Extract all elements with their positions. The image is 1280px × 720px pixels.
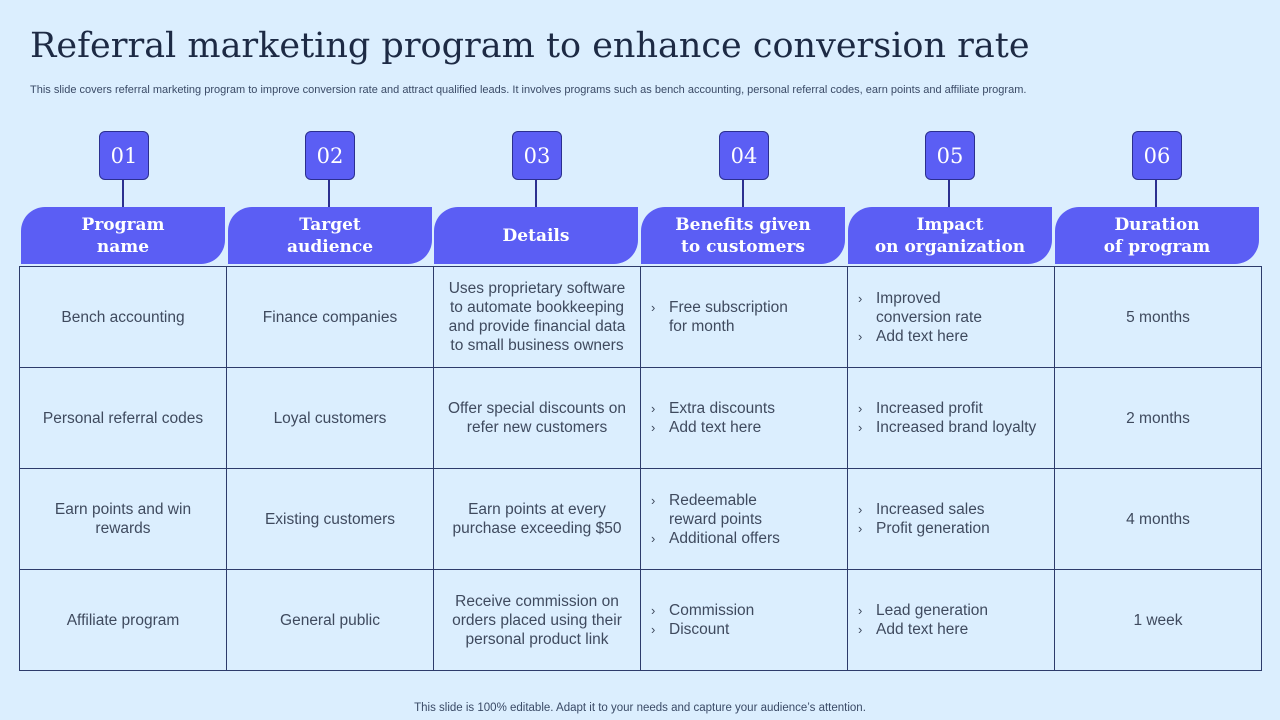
cell-duration: 4 months (1054, 468, 1262, 570)
connector (742, 180, 744, 207)
column-header-target-audience: Target audience (228, 207, 432, 264)
column-header-duration: Duration of program (1055, 207, 1259, 264)
cell-program-name: Affiliate program (19, 569, 227, 671)
bullet-item: › Add text here (651, 418, 837, 437)
column-header-impact: Impact on organization (848, 207, 1052, 264)
chevron-right-icon: › (858, 328, 863, 344)
step-number-01: 01 (99, 131, 149, 180)
cell-details: Earn points at every purchase exceeding … (433, 468, 641, 570)
cell-target-audience: General public (226, 569, 434, 671)
chevron-right-icon: › (858, 290, 863, 306)
bullet-text: Free subscription for month (669, 299, 788, 335)
cell-details: Offer special discounts on refer new cus… (433, 367, 641, 469)
bullet-item: › Additional offers (651, 529, 837, 548)
bullet-item: › Improved conversion rate (858, 289, 1044, 327)
bullet-text: Add text here (876, 621, 969, 638)
bullet-item: › Increased brand loyalty (858, 418, 1044, 437)
bullet-text: Add text here (669, 419, 762, 436)
step-number-03: 03 (512, 131, 562, 180)
cell-benefits: › Commission › Discount (640, 569, 848, 671)
bullet-text: Increased profit (876, 400, 983, 417)
cell-duration: 5 months (1054, 266, 1262, 368)
step-number-06: 06 (1132, 131, 1182, 180)
page-subtitle: This slide covers referral marketing pro… (30, 84, 1027, 96)
bullet-text: Profit generation (876, 520, 990, 537)
step-number-04: 04 (719, 131, 769, 180)
bullet-item: › Add text here (858, 620, 1044, 639)
cell-target-audience: Existing customers (226, 468, 434, 570)
bullet-item: › Commission (651, 601, 837, 620)
column-header-benefits: Benefits given to customers (641, 207, 845, 264)
page-title: Referral marketing program to enhance co… (30, 26, 1030, 66)
bullet-text: Improved conversion rate (876, 289, 982, 326)
chevron-right-icon: › (858, 401, 863, 416)
table-body: Bench accounting Finance companies Uses pr… (19, 266, 1262, 671)
cell-impact: › Improved conversion rate › Add text here (847, 266, 1055, 368)
chevron-right-icon: › (858, 622, 863, 637)
bullet-text: Additional offers (669, 529, 780, 547)
chevron-right-icon: › (858, 521, 863, 536)
table-row: Personal referral codes Loyal customers Of… (19, 367, 1262, 469)
step-number-05: 05 (925, 131, 975, 180)
bullet-item: › Redeemable reward points (651, 491, 837, 529)
bullet-text: Redeemable reward points (669, 491, 763, 528)
cell-program-name: Personal referral codes (19, 367, 227, 469)
bullet-item: › Profit generation (858, 519, 1044, 538)
chevron-right-icon: › (651, 492, 656, 508)
cell-program-name: Bench accounting (19, 266, 227, 368)
cell-details: Receive commission on orders placed usin… (433, 569, 641, 671)
cell-target-audience: Finance companies (226, 266, 434, 368)
cell-benefits: › Redeemable reward points › Additional off… (640, 468, 848, 570)
bullet-text: Increased sales (876, 501, 985, 518)
bullet-item: › Lead generation (858, 601, 1044, 620)
bullet-item: › Increased profit (858, 399, 1044, 418)
chevron-right-icon: › (858, 420, 863, 435)
cell-benefits: › Extra discounts › Add text here (640, 367, 848, 469)
chevron-right-icon: › (651, 530, 656, 546)
cell-target-audience: Loyal customers (226, 367, 434, 469)
cell-impact: › Increased profit › Increased brand loyalt… (847, 367, 1055, 469)
chevron-right-icon: › (651, 401, 656, 416)
cell-impact: › Increased sales › Profit generation (847, 468, 1055, 570)
bullet-text: Discount (669, 621, 730, 638)
chevron-right-icon: › (651, 300, 656, 315)
chevron-right-icon: › (651, 622, 656, 637)
cell-duration: 2 months (1054, 367, 1262, 469)
connector (328, 180, 330, 207)
step-number-02: 02 (305, 131, 355, 180)
column-header-program-name: Program name (21, 207, 225, 264)
cell-impact: › Lead generation › Add text here (847, 569, 1055, 671)
bullet-text: Commission (669, 602, 755, 619)
bullet-text: Increased brand loyalty (876, 419, 1037, 436)
bullet-text: Extra discounts (669, 400, 775, 417)
bullet-item: › Free subscription for month (651, 298, 837, 336)
table-row: Bench accounting Finance companies Uses pr… (19, 266, 1262, 368)
chevron-right-icon: › (651, 420, 656, 435)
table-row: Affiliate program General public Receive c… (19, 569, 1262, 671)
footer-note: This slide is 100% editable. Adapt it to… (414, 702, 866, 714)
connector (948, 180, 950, 207)
cell-benefits: › Free subscription for month (640, 266, 848, 368)
connector (122, 180, 124, 207)
program-table: Bench accounting Finance companies Uses pr… (19, 266, 1262, 671)
chevron-right-icon: › (651, 603, 656, 618)
cell-program-name: Earn points and win rewards (19, 468, 227, 570)
bullet-item: › Increased sales (858, 500, 1044, 519)
column-header-details: Details (434, 207, 638, 264)
cell-details: Uses proprietary software to automate bo… (433, 266, 641, 368)
bullet-item: › Extra discounts (651, 399, 837, 418)
bullet-item: › Discount (651, 620, 837, 639)
bullet-text: Lead generation (876, 602, 989, 619)
chevron-right-icon: › (858, 603, 863, 618)
connector (535, 180, 537, 207)
bullet-item: › Add text here (858, 327, 1044, 346)
chevron-right-icon: › (858, 502, 863, 517)
connector (1155, 180, 1157, 207)
bullet-text: Add text here (876, 327, 969, 345)
cell-duration: 1 week (1054, 569, 1262, 671)
table-row: Earn points and win rewards Existing cust… (19, 468, 1262, 570)
